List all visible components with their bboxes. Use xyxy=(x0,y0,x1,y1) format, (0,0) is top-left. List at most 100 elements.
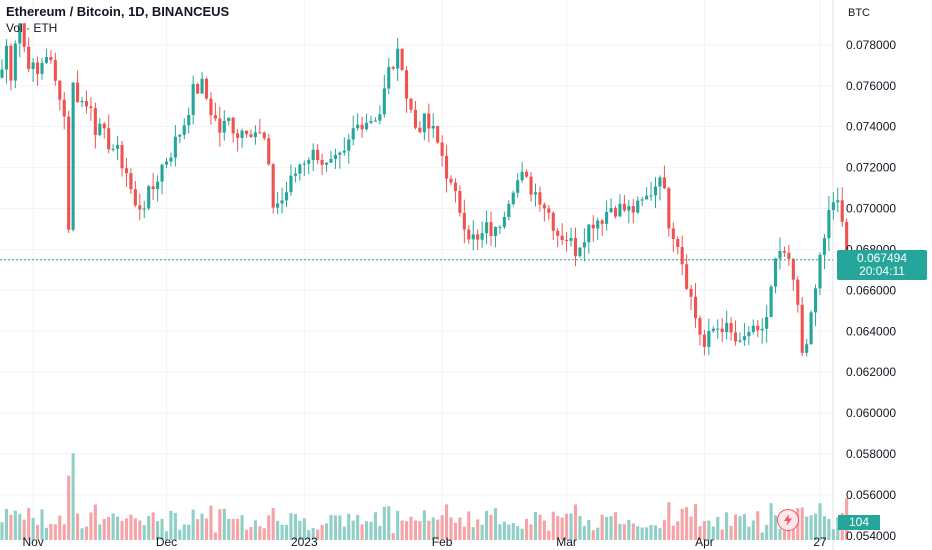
volume-bar xyxy=(445,504,449,540)
candle-body xyxy=(511,192,515,204)
candle-body xyxy=(418,127,422,133)
volume-bar xyxy=(636,526,640,540)
candle-body xyxy=(445,155,449,179)
candle-body xyxy=(53,60,57,81)
candle-body xyxy=(547,208,551,213)
candle-body xyxy=(320,160,324,165)
candle-body xyxy=(391,67,395,69)
volume-bar xyxy=(178,529,182,540)
volume-bar xyxy=(760,532,764,540)
candle-body xyxy=(98,123,102,135)
candle-body xyxy=(400,48,404,71)
volume-bar xyxy=(84,526,89,540)
candle-body xyxy=(542,204,546,209)
candle-body xyxy=(262,132,266,139)
volume-bar xyxy=(547,530,551,540)
candle-body xyxy=(805,344,809,353)
candle-body xyxy=(276,203,280,208)
candle-body xyxy=(71,82,75,230)
y-tick-label: 0.070000 xyxy=(846,202,896,216)
volume-bar xyxy=(453,522,458,540)
candle-body xyxy=(738,340,742,342)
candle-body xyxy=(702,334,706,347)
candle-body xyxy=(236,133,240,138)
candle-body xyxy=(698,318,702,335)
candle-body xyxy=(316,149,320,161)
volume-bar xyxy=(725,512,729,540)
candle-body xyxy=(791,258,795,280)
candle-body xyxy=(569,237,573,241)
candle-body xyxy=(284,192,289,201)
flash-icon[interactable] xyxy=(777,509,799,531)
candle-body xyxy=(227,117,231,121)
volume-bar xyxy=(831,529,835,540)
volume-bar xyxy=(582,525,586,540)
candle-body xyxy=(267,138,271,165)
candle-body xyxy=(493,226,498,237)
volume-bar xyxy=(342,526,346,540)
volume-bar xyxy=(169,510,173,540)
candle-body xyxy=(711,328,715,331)
volume-bar xyxy=(4,509,9,540)
y-tick-label: 0.072000 xyxy=(846,161,896,175)
volume-bar xyxy=(404,521,409,540)
volume-bar xyxy=(498,524,502,540)
candle-body xyxy=(231,117,235,134)
candle-body xyxy=(204,78,209,99)
candle-body xyxy=(156,181,160,190)
candle-body xyxy=(551,212,555,231)
candle-body xyxy=(244,130,249,135)
volume-bar xyxy=(702,521,706,540)
volume-bar xyxy=(596,527,600,540)
volume-bar xyxy=(151,512,155,540)
volume-bar xyxy=(587,520,591,540)
candle-body xyxy=(609,208,613,212)
candle-body xyxy=(582,242,586,248)
volume-bar xyxy=(271,508,275,540)
volume-bar xyxy=(182,524,186,540)
y-tick-label: 0.064000 xyxy=(846,324,896,338)
y-axis-unit: BTC xyxy=(848,7,870,19)
volume-bar xyxy=(387,506,391,540)
candle-body xyxy=(107,128,111,150)
last-price-value: 0.067494 xyxy=(856,251,908,265)
volume-bar xyxy=(0,522,4,540)
volume-bar xyxy=(800,507,804,540)
candle-body xyxy=(324,162,329,165)
volume-bar xyxy=(382,506,386,540)
candle-body xyxy=(840,200,844,222)
candle-body xyxy=(138,205,142,210)
volume-bar xyxy=(805,516,809,540)
candle-body xyxy=(751,325,755,333)
candle-body xyxy=(196,84,200,94)
volume-bar xyxy=(631,523,635,540)
candle-body xyxy=(49,56,53,61)
volume-bar xyxy=(413,520,418,540)
volume-bar xyxy=(467,511,471,540)
candle-body xyxy=(44,56,49,63)
volume-bar xyxy=(44,527,49,540)
candle-body xyxy=(796,279,800,305)
volume-bar xyxy=(693,504,698,540)
volume-bar xyxy=(360,524,364,540)
x-tick-label: 2023 xyxy=(291,535,318,549)
candle-body xyxy=(209,98,213,116)
volume-bar xyxy=(253,520,257,540)
candle-body xyxy=(169,157,173,162)
candle-body xyxy=(587,224,591,243)
candle-body xyxy=(476,234,480,240)
candle-body xyxy=(689,288,693,297)
volume-bar xyxy=(645,527,649,540)
candle-body xyxy=(178,134,182,137)
candle-body xyxy=(658,177,662,187)
candlestick-series xyxy=(0,22,849,357)
volume-bar xyxy=(529,524,533,540)
volume-bar xyxy=(836,517,840,540)
volume-bar xyxy=(551,511,555,540)
volume-bar xyxy=(476,519,480,540)
candle-body xyxy=(729,322,733,333)
y-tick-label: 0.054000 xyxy=(846,529,896,543)
candle-body xyxy=(765,317,769,329)
volume-bar xyxy=(107,516,111,540)
